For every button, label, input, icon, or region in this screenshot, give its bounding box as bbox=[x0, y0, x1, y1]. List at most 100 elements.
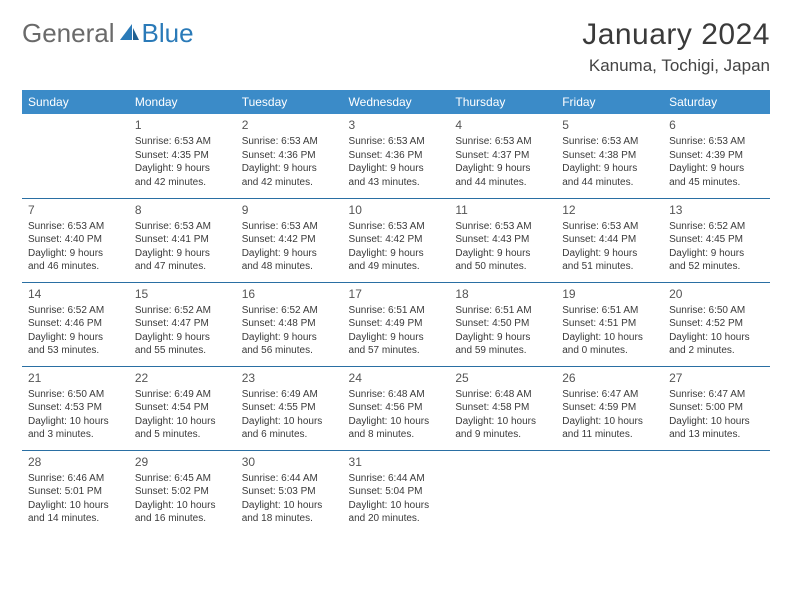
sunrise-line: Sunrise: 6:49 AM bbox=[242, 388, 337, 402]
day-number: 10 bbox=[349, 202, 444, 218]
calendar-cell: 13Sunrise: 6:52 AMSunset: 4:45 PMDayligh… bbox=[663, 198, 770, 282]
sunset-line: Sunset: 4:56 PM bbox=[349, 401, 444, 415]
daylight-line: Daylight: 10 hours bbox=[242, 499, 337, 513]
sunset-line: Sunset: 4:36 PM bbox=[349, 149, 444, 163]
daylight-line: Daylight: 9 hours bbox=[28, 331, 123, 345]
daylight-line: Daylight: 9 hours bbox=[349, 162, 444, 176]
calendar-row: 28Sunrise: 6:46 AMSunset: 5:01 PMDayligh… bbox=[22, 450, 770, 534]
day-number: 16 bbox=[242, 286, 337, 302]
daylight-line: Daylight: 10 hours bbox=[349, 415, 444, 429]
calendar-cell: 28Sunrise: 6:46 AMSunset: 5:01 PMDayligh… bbox=[22, 450, 129, 534]
day-number: 21 bbox=[28, 370, 123, 386]
sunset-line: Sunset: 4:53 PM bbox=[28, 401, 123, 415]
sunrise-line: Sunrise: 6:52 AM bbox=[242, 304, 337, 318]
day-number: 22 bbox=[135, 370, 230, 386]
sunrise-line: Sunrise: 6:52 AM bbox=[28, 304, 123, 318]
sunset-line: Sunset: 5:02 PM bbox=[135, 485, 230, 499]
calendar-cell: 19 Sunrise: 6:51 AMSunset: 4:51 PMDayligh… bbox=[556, 282, 663, 366]
sunset-line: Sunset: 5:00 PM bbox=[669, 401, 764, 415]
daylight-line: and 9 minutes. bbox=[455, 428, 550, 442]
daylight-line: Daylight: 9 hours bbox=[562, 247, 657, 261]
daylight-line: Daylight: 9 hours bbox=[669, 247, 764, 261]
daylight-line: and 13 minutes. bbox=[669, 428, 764, 442]
sunrise-line: Sunrise: 6:50 AM bbox=[669, 304, 764, 318]
daylight-line: and 45 minutes. bbox=[669, 176, 764, 190]
daylight-line: and 44 minutes. bbox=[455, 176, 550, 190]
sunset-line: Sunset: 4:52 PM bbox=[669, 317, 764, 331]
daylight-line: Daylight: 9 hours bbox=[349, 247, 444, 261]
sunrise-line: Sunrise: 6:44 AM bbox=[349, 472, 444, 486]
day-number: 15 bbox=[135, 286, 230, 302]
sunset-line: Sunset: 4:46 PM bbox=[28, 317, 123, 331]
sunset-line: Sunset: 4:55 PM bbox=[242, 401, 337, 415]
day-number: 26 bbox=[562, 370, 657, 386]
calendar-cell: 17Sunrise: 6:51 AMSunset: 4:49 PMDayligh… bbox=[343, 282, 450, 366]
daylight-line: Daylight: 9 hours bbox=[242, 331, 337, 345]
sunrise-line: Sunrise: 6:53 AM bbox=[455, 220, 550, 234]
sunrise-line: Sunrise: 6:48 AM bbox=[455, 388, 550, 402]
daylight-line: and 43 minutes. bbox=[349, 176, 444, 190]
day-number: 6 bbox=[669, 117, 764, 133]
calendar-cell: 15Sunrise: 6:52 AMSunset: 4:47 PMDayligh… bbox=[129, 282, 236, 366]
calendar-cell: 26Sunrise: 6:47 AMSunset: 4:59 PMDayligh… bbox=[556, 366, 663, 450]
day-number: 23 bbox=[242, 370, 337, 386]
sunset-line: Sunset: 4:51 PM bbox=[562, 317, 657, 331]
daylight-line: and 46 minutes. bbox=[28, 260, 123, 274]
daylight-line: Daylight: 9 hours bbox=[562, 162, 657, 176]
daylight-line: Daylight: 9 hours bbox=[135, 247, 230, 261]
calendar-row: 1Sunrise: 6:53 AMSunset: 4:35 PMDaylight… bbox=[22, 114, 770, 198]
sunset-line: Sunset: 4:37 PM bbox=[455, 149, 550, 163]
day-header: Sunday bbox=[22, 90, 129, 114]
sunset-line: Sunset: 4:45 PM bbox=[669, 233, 764, 247]
calendar-cell: 4Sunrise: 6:53 AMSunset: 4:37 PMDaylight… bbox=[449, 114, 556, 198]
sunrise-line: Sunrise: 6:51 AM bbox=[562, 304, 657, 318]
sunset-line: Sunset: 4:36 PM bbox=[242, 149, 337, 163]
day-number: 28 bbox=[28, 454, 123, 470]
calendar-cell: 22Sunrise: 6:49 AMSunset: 4:54 PMDayligh… bbox=[129, 366, 236, 450]
daylight-line: Daylight: 10 hours bbox=[135, 415, 230, 429]
daylight-line: and 56 minutes. bbox=[242, 344, 337, 358]
logo: General Blue bbox=[22, 18, 194, 49]
day-number: 31 bbox=[349, 454, 444, 470]
daylight-line: Daylight: 9 hours bbox=[242, 247, 337, 261]
sunset-line: Sunset: 4:48 PM bbox=[242, 317, 337, 331]
daylight-line: and 49 minutes. bbox=[349, 260, 444, 274]
daylight-line: and 2 minutes. bbox=[669, 344, 764, 358]
sunrise-line: Sunrise: 6:53 AM bbox=[28, 220, 123, 234]
sunset-line: Sunset: 4:49 PM bbox=[349, 317, 444, 331]
daylight-line: and 6 minutes. bbox=[242, 428, 337, 442]
daylight-line: Daylight: 9 hours bbox=[242, 162, 337, 176]
sunrise-line: Sunrise: 6:45 AM bbox=[135, 472, 230, 486]
daylight-line: and 8 minutes. bbox=[349, 428, 444, 442]
daylight-line: Daylight: 10 hours bbox=[135, 499, 230, 513]
daylight-line: Daylight: 10 hours bbox=[562, 331, 657, 345]
daylight-line: and 52 minutes. bbox=[669, 260, 764, 274]
calendar-cell: 1Sunrise: 6:53 AMSunset: 4:35 PMDaylight… bbox=[129, 114, 236, 198]
sunrise-line: Sunrise: 6:53 AM bbox=[349, 135, 444, 149]
day-number: 27 bbox=[669, 370, 764, 386]
sunrise-line: Sunrise: 6:53 AM bbox=[669, 135, 764, 149]
daylight-line: and 57 minutes. bbox=[349, 344, 444, 358]
daylight-line: and 0 minutes. bbox=[562, 344, 657, 358]
sunset-line: Sunset: 4:58 PM bbox=[455, 401, 550, 415]
daylight-line: Daylight: 9 hours bbox=[455, 331, 550, 345]
day-number: 25 bbox=[455, 370, 550, 386]
sunrise-line: Sunrise: 6:49 AM bbox=[135, 388, 230, 402]
daylight-line: and 5 minutes. bbox=[135, 428, 230, 442]
daylight-line: and 51 minutes. bbox=[562, 260, 657, 274]
day-number: 12 bbox=[562, 202, 657, 218]
day-number: 19 bbox=[562, 286, 657, 302]
sunrise-line: Sunrise: 6:51 AM bbox=[349, 304, 444, 318]
daylight-line: and 55 minutes. bbox=[135, 344, 230, 358]
sunrise-line: Sunrise: 6:52 AM bbox=[669, 220, 764, 234]
daylight-line: Daylight: 10 hours bbox=[455, 415, 550, 429]
calendar-cell: 21Sunrise: 6:50 AMSunset: 4:53 PMDayligh… bbox=[22, 366, 129, 450]
daylight-line: Daylight: 9 hours bbox=[455, 162, 550, 176]
daylight-line: and 48 minutes. bbox=[242, 260, 337, 274]
sunrise-line: Sunrise: 6:53 AM bbox=[349, 220, 444, 234]
calendar-row: 14Sunrise: 6:52 AMSunset: 4:46 PMDayligh… bbox=[22, 282, 770, 366]
day-number: 29 bbox=[135, 454, 230, 470]
daylight-line: Daylight: 10 hours bbox=[28, 499, 123, 513]
day-header: Tuesday bbox=[236, 90, 343, 114]
daylight-line: Daylight: 10 hours bbox=[669, 415, 764, 429]
